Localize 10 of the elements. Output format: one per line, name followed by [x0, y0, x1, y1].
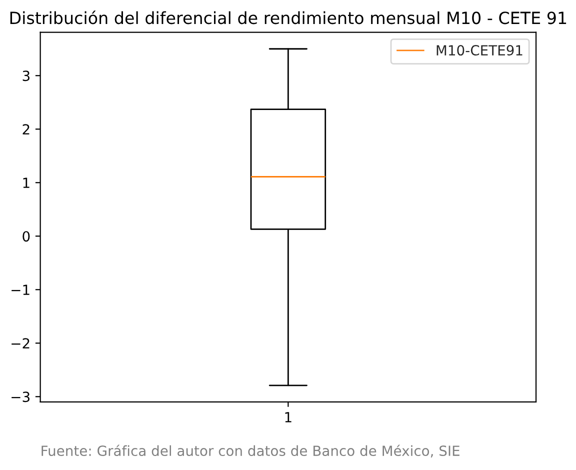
source-note: Fuente: Gráfica del autor con datos de Banco de México, SIE — [42, 444, 460, 458]
y-tick-label: −3 — [12, 392, 30, 402]
y-tick-label: −2 — [12, 338, 30, 348]
chart-title: Distribución del diferencial de rendimiento mensual M10 - CETE 91 — [10, 10, 566, 24]
y-tick-label: 1 — [23, 178, 30, 188]
y-tick-label: −1 — [12, 284, 30, 295]
text: M10-CETE91 — [436, 45, 522, 56]
y-tick-label: 2 — [22, 124, 30, 134]
y-tick-label: 3 — [22, 70, 30, 82]
y-tick-label: 0 — [22, 231, 30, 242]
